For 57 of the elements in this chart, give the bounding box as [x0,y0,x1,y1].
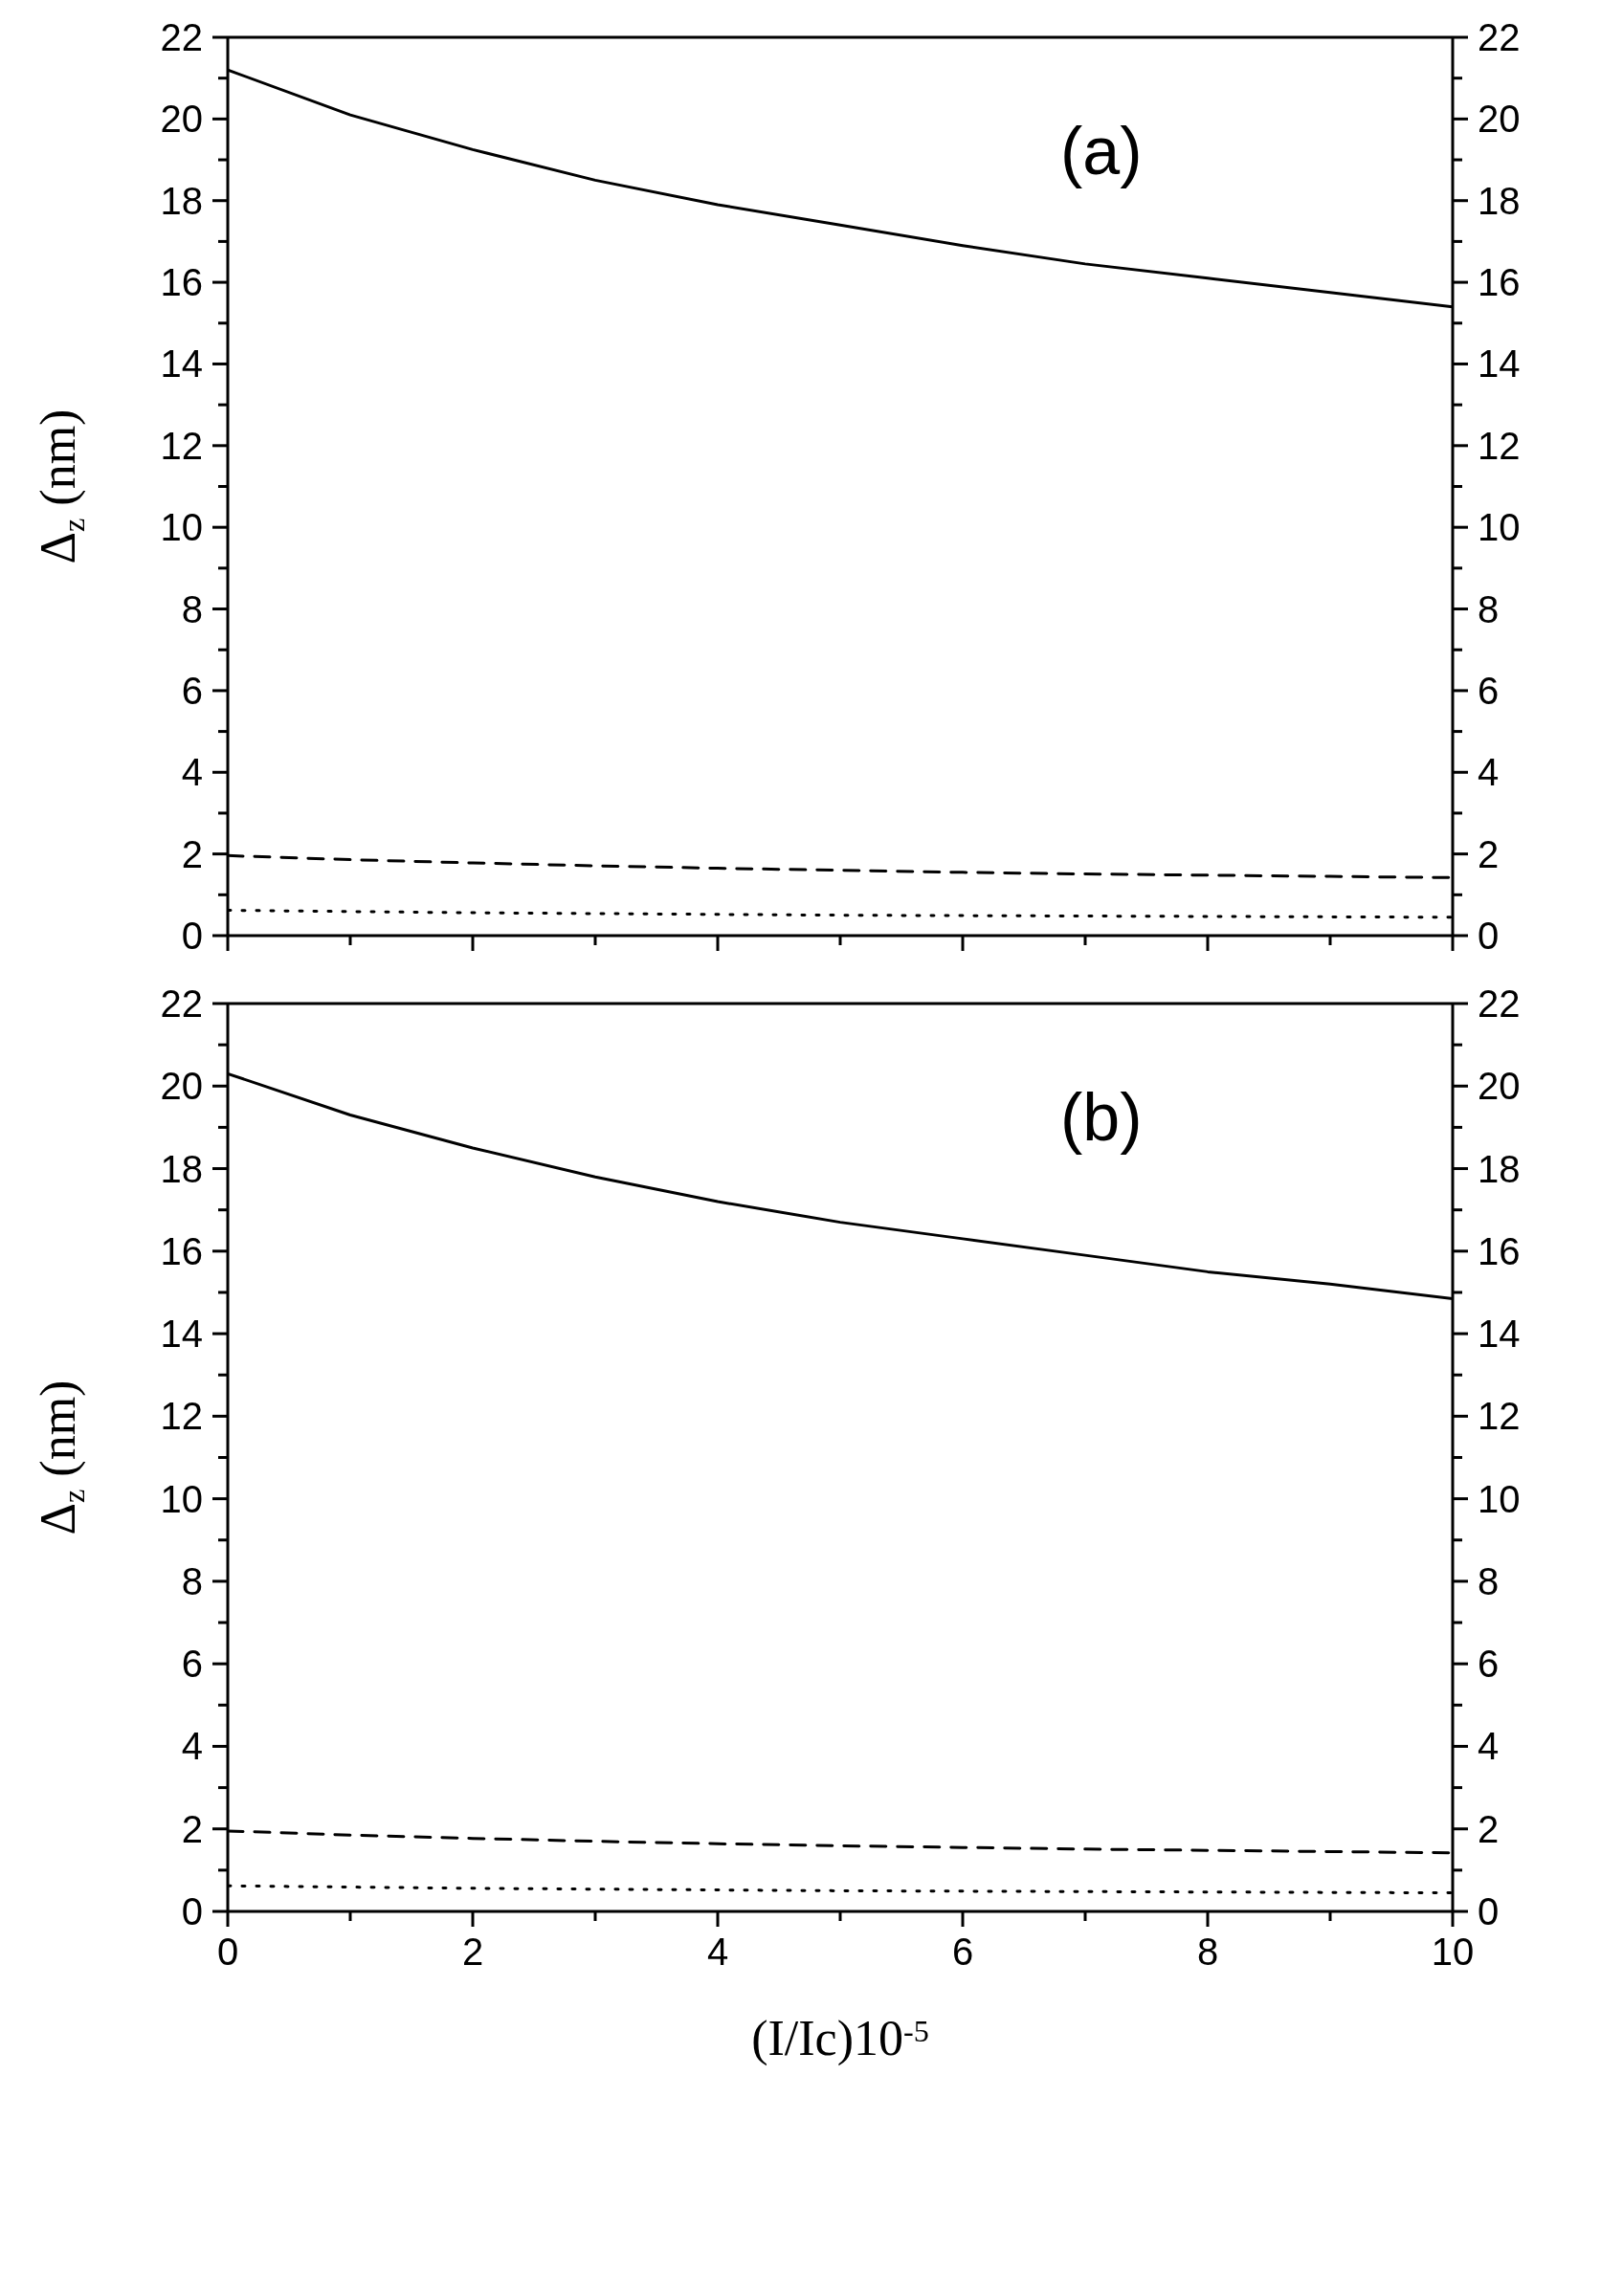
y2-tick-label: 22 [1478,16,1521,58]
y-tick-label: 22 [160,16,203,58]
y2-tick-label: 20 [1478,1065,1521,1108]
y2-tick-label: 2 [1478,1807,1500,1850]
y-tick-label: 14 [160,342,203,386]
y-tick-label: 20 [160,1065,203,1108]
x-tick-label: 4 [706,1931,729,1973]
y2-tick-label: 12 [1478,1395,1521,1438]
y-tick-label: 6 [181,669,203,712]
y2-tick-label: 0 [1478,915,1500,957]
y2-tick-label: 2 [1478,832,1500,875]
x-tick-label: 8 [1196,1931,1219,1973]
x-tick-label: 2 [461,1931,484,1973]
y2-tick-label: 8 [1478,587,1500,630]
x-tick-label: 10 [1431,1931,1475,1973]
y-tick-label: 20 [160,98,203,141]
y2-tick-label: 4 [1478,751,1500,794]
y2-tick-label: 16 [1478,1229,1521,1272]
y-tick-label: 8 [181,1559,203,1602]
y-tick-label: 6 [181,1643,203,1686]
y2-tick-label: 14 [1478,342,1521,386]
y-tick-label: 22 [160,982,203,1025]
y-tick-label: 16 [160,261,203,304]
y-tick-label: 10 [160,1477,203,1520]
x-tick-label: 0 [216,1931,239,1973]
y2-tick-label: 8 [1478,1559,1500,1602]
annotation: (a) [1060,113,1143,189]
x-axis-title: (I/Ic)10$^{-5}$ [751,2011,929,2066]
y-tick-label: 18 [160,179,203,222]
y2-tick-label: 18 [1478,179,1521,222]
y-tick-label: 2 [181,1807,203,1850]
y2-tick-label: 12 [1478,424,1521,467]
y-tick-label: 16 [160,1229,203,1272]
y-tick-label: 0 [181,1890,203,1932]
y-tick-label: 0 [181,915,203,957]
y2-tick-label: 16 [1478,261,1521,304]
y2-tick-label: 18 [1478,1147,1521,1190]
y-tick-label: 12 [160,424,203,467]
y-tick-label: 10 [160,506,203,549]
y2-tick-label: 6 [1478,669,1500,712]
y2-tick-label: 4 [1478,1725,1500,1768]
y-tick-label: 14 [160,1313,203,1356]
y2-tick-label: 10 [1478,1477,1521,1520]
y2-tick-label: 20 [1478,98,1521,141]
y-tick-label: 8 [181,587,203,630]
y-tick-label: 12 [160,1395,203,1438]
y2-tick-label: 22 [1478,982,1521,1025]
y-tick-label: 4 [181,1725,203,1768]
y-tick-label: 2 [181,832,203,875]
y2-tick-label: 14 [1478,1313,1521,1356]
x-tick-label: 6 [951,1931,974,1973]
y-tick-label: 18 [160,1147,203,1190]
y2-tick-label: 10 [1478,506,1521,549]
y2-tick-label: 0 [1478,1890,1500,1932]
y2-tick-label: 6 [1478,1643,1500,1686]
annotation: (b) [1060,1079,1143,1156]
y-tick-label: 4 [181,751,203,794]
